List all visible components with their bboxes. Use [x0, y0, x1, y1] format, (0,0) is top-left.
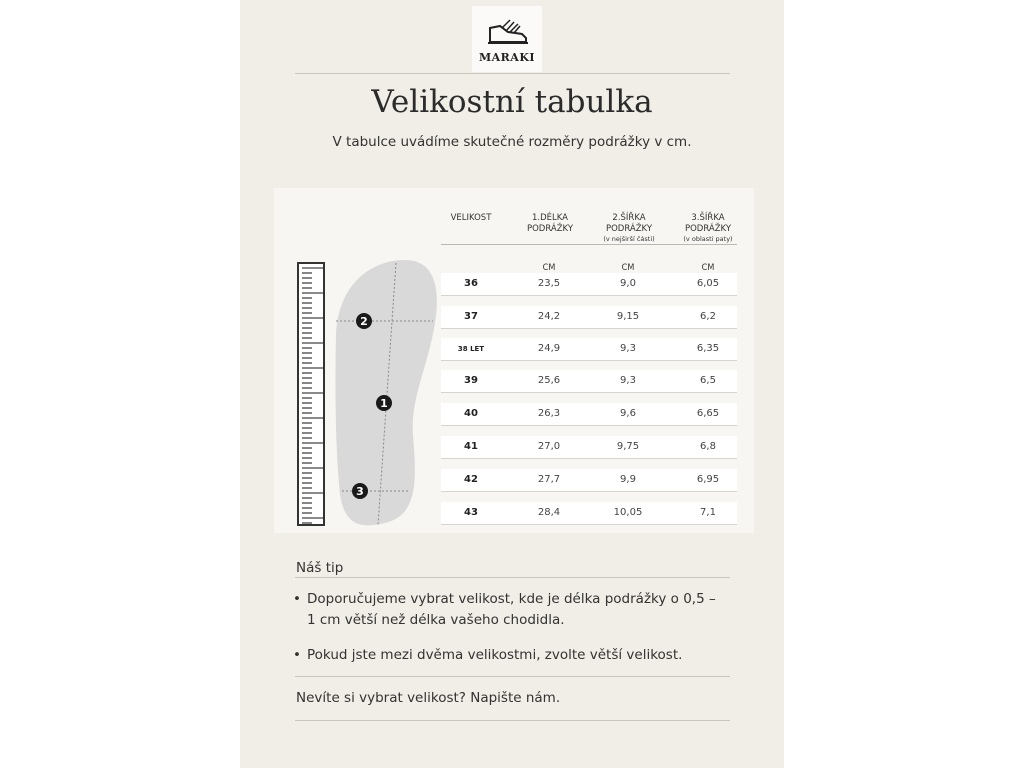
table-row: 42 27,7 9,9 6,95	[441, 469, 737, 492]
unit-width: CM	[621, 263, 635, 273]
size-cell: 40	[464, 408, 478, 419]
length-cell: 23,5	[537, 278, 561, 289]
tip-heading: Náš tip	[296, 560, 344, 576]
svg-text:3: 3	[356, 485, 364, 498]
ruler-icon	[297, 262, 325, 526]
table-row: 36 23,5 9,0 6,05	[441, 273, 737, 296]
table-row: 37 24,2 9,15 6,2	[441, 306, 737, 329]
header-width-heel: 3.ŠÍŘKA PODRÁŽKY (v oblasti paty)	[683, 213, 733, 243]
svg-text:2: 2	[360, 315, 368, 328]
heel-width-cell: 6,8	[700, 441, 716, 452]
length-cell: 24,9	[537, 343, 561, 354]
heel-width-cell: 6,2	[700, 311, 716, 322]
heel-width-cell: 6,95	[696, 474, 720, 485]
divider	[295, 73, 730, 74]
width-cell: 9,15	[616, 311, 640, 322]
size-cell: 36	[464, 278, 478, 289]
brand-logo: MARAKI	[472, 6, 542, 72]
divider	[295, 720, 730, 721]
heel-width-cell: 6,05	[696, 278, 720, 289]
brand-name: MARAKI	[478, 51, 536, 64]
heel-width-cell: 6,5	[700, 375, 716, 386]
marker-2: 2	[356, 313, 372, 329]
size-cell: 41	[464, 441, 478, 452]
width-cell: 9,3	[620, 375, 636, 386]
size-cell: 42	[464, 474, 478, 485]
length-cell: 28,4	[537, 507, 561, 518]
marker-1: 1	[376, 395, 392, 411]
divider	[295, 676, 730, 677]
unit-length: CM	[542, 263, 556, 273]
svg-text:1: 1	[380, 397, 388, 410]
header-width-widest: 2.ŠÍŘKA PODRÁŽKY (v nejširší části)	[603, 213, 655, 243]
header-length: 1.DÉLKA PODRÁŽKY	[526, 213, 574, 234]
size-cell: 43	[464, 507, 478, 518]
length-cell: 24,2	[537, 311, 561, 322]
contact-text: Nevíte si vybrat velikost? Napište nám.	[296, 690, 561, 706]
heel-width-cell: 6,35	[696, 343, 720, 354]
sole-shape	[335, 260, 437, 526]
heel-width-cell: 7,1	[700, 507, 716, 518]
header-divider	[441, 244, 737, 245]
page-subtitle: V tabulce uvádíme skutečné rozměry podrá…	[332, 134, 692, 150]
heel-width-cell: 6,65	[696, 408, 720, 419]
size-cell: 38 LET	[457, 345, 485, 353]
width-cell: 9,9	[620, 474, 636, 485]
length-cell: 26,3	[537, 408, 561, 419]
table-row: 39 25,6 9,3 6,5	[441, 370, 737, 393]
size-cell: 37	[464, 311, 478, 322]
divider	[295, 577, 730, 578]
tip-bullet-1: Doporučujeme vybrat velikost, kde je dél…	[307, 591, 716, 628]
unit-heel: CM	[701, 263, 715, 273]
table-row: 41 27,0 9,75 6,8	[441, 436, 737, 459]
length-cell: 27,7	[537, 474, 561, 485]
bullet: •	[293, 647, 301, 663]
ruler-ticks	[302, 267, 323, 524]
table-row: 43 28,4 10,05 7,1	[441, 502, 737, 525]
width-cell: 9,75	[616, 441, 640, 452]
marker-3: 3	[352, 483, 368, 499]
header-size: VELIKOST	[450, 213, 492, 223]
length-cell: 25,6	[537, 375, 561, 386]
table-row: 40 26,3 9,6 6,65	[441, 403, 737, 426]
sandal-icon	[488, 19, 528, 44]
tip-bullet-2: Pokud jste mezi dvěma velikostmi, zvolte…	[307, 647, 683, 663]
bullet: •	[293, 591, 301, 607]
width-cell: 9,0	[620, 278, 636, 289]
table-row: 38 LET 24,9 9,3 6,35	[441, 338, 737, 361]
width-cell: 9,3	[620, 343, 636, 354]
width-cell: 10,05	[613, 507, 643, 518]
sole-diagram: 2 1 3	[297, 260, 437, 526]
length-cell: 27,0	[537, 441, 561, 452]
size-cell: 39	[464, 375, 478, 386]
page-title: Velikostní tabulka	[371, 84, 653, 120]
width-cell: 9,6	[620, 408, 636, 419]
